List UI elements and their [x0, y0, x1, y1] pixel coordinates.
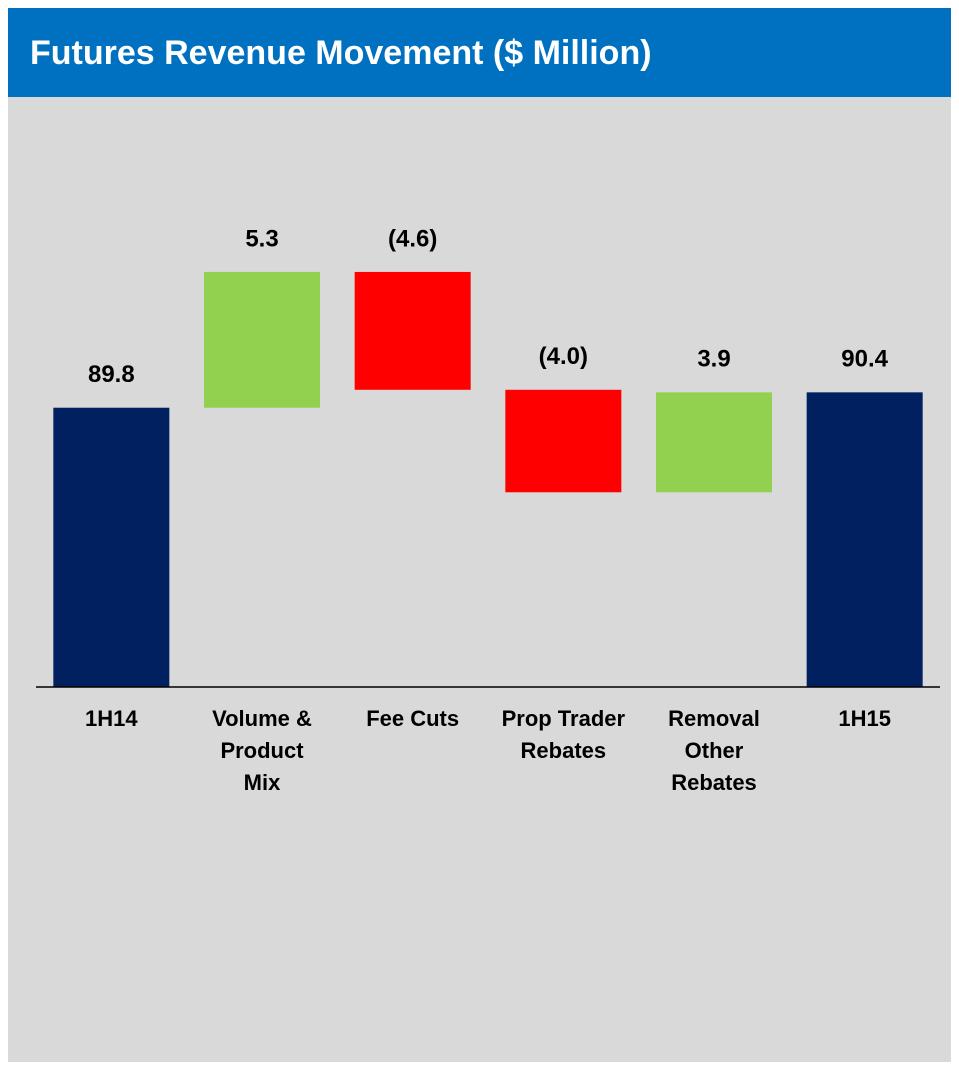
bar	[354, 271, 471, 390]
value-label: 90.4	[841, 346, 888, 373]
value-label: (4.0)	[539, 343, 588, 370]
chart-title: Futures Revenue Movement ($ Million)	[30, 34, 652, 72]
bar	[656, 392, 772, 493]
x-tick-label: Fee Cuts	[366, 706, 460, 731]
value-label: 5.3	[245, 225, 278, 252]
value-label: (4.6)	[388, 225, 437, 252]
x-tick-label: 1H14	[85, 706, 138, 731]
value-label: 3.9	[697, 346, 730, 373]
x-tick-label: 1H15	[838, 706, 891, 731]
value-label: 89.8	[88, 361, 135, 388]
x-tick-label: Removal Other Rebates	[668, 706, 760, 795]
bar	[204, 271, 320, 408]
x-tick-label: Prop Trader Rebates	[501, 706, 626, 763]
x-tick-label: Volume & Product Mix	[212, 706, 312, 795]
title-bar: Futures Revenue Movement ($ Million)	[8, 8, 951, 97]
bar	[806, 392, 923, 687]
bar	[53, 407, 170, 687]
bar	[505, 389, 622, 493]
